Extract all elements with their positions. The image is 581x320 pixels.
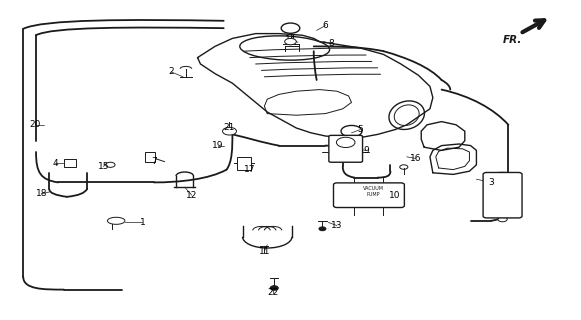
FancyBboxPatch shape [333, 183, 404, 207]
Text: 12: 12 [186, 191, 198, 200]
Bar [237, 157, 251, 170]
Text: 14: 14 [285, 36, 296, 44]
Text: 9: 9 [363, 146, 369, 155]
Text: 6: 6 [322, 21, 328, 30]
Circle shape [106, 162, 115, 167]
Circle shape [400, 165, 408, 169]
Text: 7: 7 [151, 157, 157, 166]
Text: 8: 8 [328, 39, 334, 48]
Text: 21: 21 [224, 124, 235, 132]
Text: 13: 13 [331, 221, 343, 230]
FancyBboxPatch shape [483, 172, 522, 218]
Text: 20: 20 [29, 120, 41, 129]
Text: FR.: FR. [503, 35, 522, 45]
Text: 1: 1 [139, 218, 145, 227]
Text: 15: 15 [98, 162, 109, 171]
Text: 19: 19 [212, 141, 224, 150]
Circle shape [281, 23, 300, 33]
Circle shape [319, 227, 326, 231]
Circle shape [498, 217, 507, 222]
Text: 4: 4 [52, 159, 58, 168]
Circle shape [270, 286, 278, 290]
Text: 3: 3 [488, 178, 494, 187]
FancyBboxPatch shape [329, 135, 363, 162]
Text: VACUUM
PUMP: VACUUM PUMP [363, 186, 384, 197]
Text: 5: 5 [357, 125, 363, 134]
Text: 10: 10 [389, 191, 401, 200]
Text: 11: 11 [259, 247, 270, 256]
Text: 22: 22 [267, 288, 279, 297]
Text: 17: 17 [244, 165, 256, 174]
Circle shape [285, 38, 296, 45]
Bar [145, 152, 155, 162]
Text: 18: 18 [36, 189, 48, 198]
Bar [64, 159, 76, 167]
Text: 16: 16 [410, 154, 421, 163]
Text: 2: 2 [168, 68, 174, 76]
Circle shape [223, 127, 236, 135]
